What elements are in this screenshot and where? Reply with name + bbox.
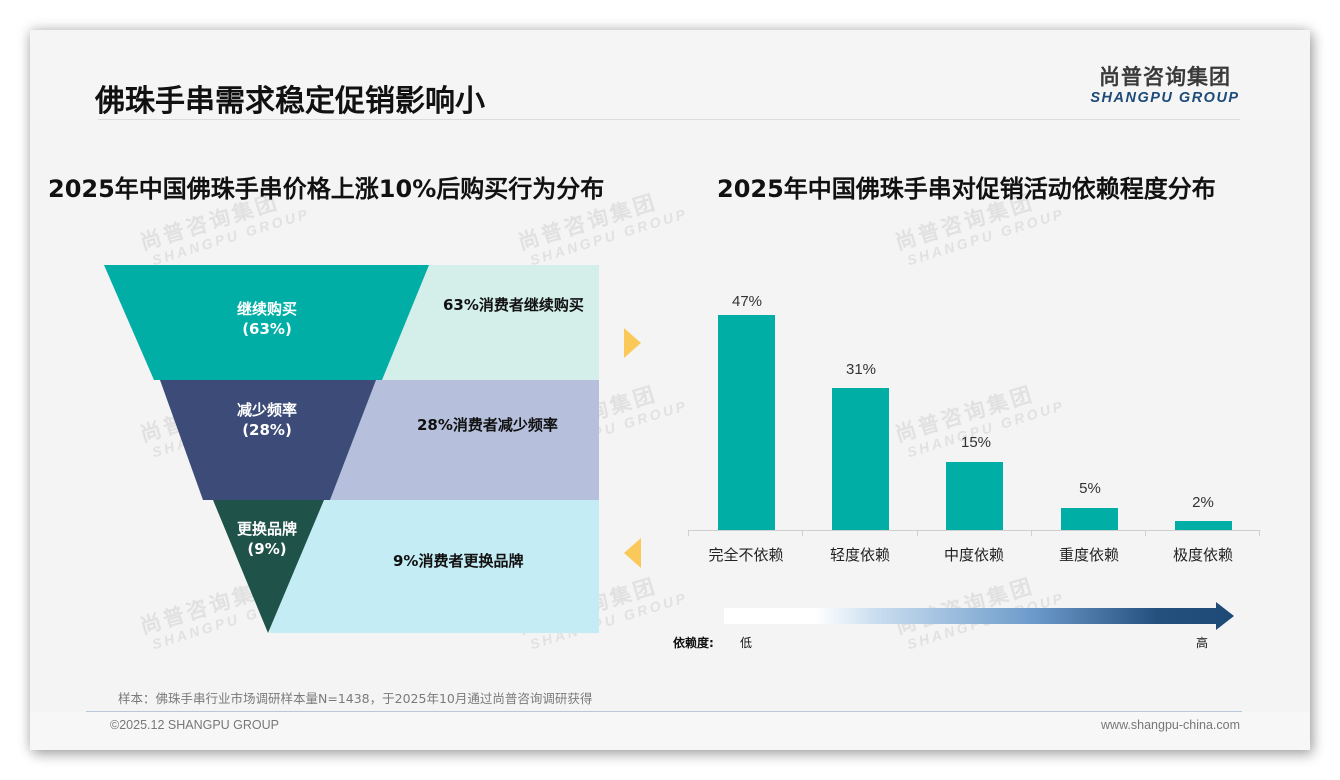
- category-label: 中度依赖: [943, 546, 1004, 564]
- axis-tick: [1259, 530, 1260, 536]
- category-label: 轻度依赖: [829, 546, 890, 564]
- funnel-graphic: [104, 265, 599, 633]
- bar-heavy-dependence: [1061, 508, 1118, 530]
- funnel-segment-continue: [104, 265, 429, 380]
- logo-cn: 尚普咨询集团: [1099, 65, 1231, 89]
- dependency-high-label: 高: [1196, 636, 1209, 650]
- axis-tick: [802, 530, 803, 536]
- logo-en: SHANGPU GROUP: [1090, 90, 1240, 106]
- right-pointer-icon: [624, 328, 641, 358]
- page-title: 佛珠手串需求稳定促销影响小: [95, 84, 485, 119]
- axis-tick: [1031, 530, 1032, 536]
- funnel-segment-switch: [213, 500, 324, 633]
- dependency-label: 依赖度:: [673, 636, 714, 650]
- funnel-label-continue: 继续购买 (63%): [236, 300, 297, 338]
- axis-tick: [688, 530, 689, 536]
- axis-tick: [1145, 530, 1146, 536]
- bar-no-dependence: [718, 315, 775, 530]
- bar-value: 47%: [731, 293, 763, 310]
- bar-moderate-dependence: [946, 462, 1003, 530]
- band-desc-continue: 63%消费者继续购买: [443, 296, 584, 314]
- category-label: 极度依赖: [1172, 546, 1233, 564]
- bar-value: 2%: [1192, 494, 1214, 511]
- left-pointer-icon: [624, 538, 641, 568]
- band-desc-reduce: 28%消费者减少频率: [417, 416, 558, 434]
- company-logo: 尚普咨询集团 SHANGPU GROUP: [1085, 64, 1245, 106]
- axis-tick: [917, 530, 918, 536]
- funnel-label-switch: 更换品牌 (9%): [236, 520, 297, 558]
- copyright: ©2025.12 SHANGPU GROUP: [110, 718, 279, 732]
- website-link[interactable]: www.shangpu-china.com: [1101, 718, 1240, 732]
- funnel-label-reduce: 减少频率 (28%): [236, 401, 297, 439]
- band-bg-switch: [270, 500, 599, 633]
- header-band: [30, 30, 1310, 120]
- x-axis: [688, 530, 1260, 531]
- band-bg-reduce: [330, 380, 599, 500]
- dependency-low-label: 低: [740, 636, 753, 650]
- band-desc-switch: 9%消费者更换品牌: [393, 552, 524, 570]
- title-divider: [98, 119, 1240, 120]
- bar-value: 31%: [845, 361, 877, 378]
- footer-band: [30, 712, 1310, 750]
- bar-extreme-dependence: [1175, 521, 1232, 530]
- bar-value: 15%: [960, 434, 992, 451]
- category-label: 完全不依赖: [708, 546, 784, 564]
- sample-note: 样本：佛珠手串行业市场调研样本量N=1438，于2025年10月通过尚普咨询调研…: [118, 691, 593, 706]
- funnel-segment-reduce: [160, 380, 376, 500]
- bar-light-dependence: [832, 388, 889, 530]
- right-chart-title: 2025年中国佛珠手串对促销活动依赖程度分布: [717, 175, 1216, 203]
- bar-value: 5%: [1079, 480, 1101, 497]
- dependency-gradient-arrow-icon: [724, 602, 1234, 630]
- left-chart-title: 2025年中国佛珠手串价格上涨10%后购买行为分布: [48, 175, 605, 203]
- category-label: 重度依赖: [1058, 546, 1119, 564]
- footer-divider: [86, 711, 1242, 712]
- slide: 尚普咨询集团 SHANGPU GROUP 尚普咨询集团 SHANGPU GROUP …: [30, 30, 1310, 750]
